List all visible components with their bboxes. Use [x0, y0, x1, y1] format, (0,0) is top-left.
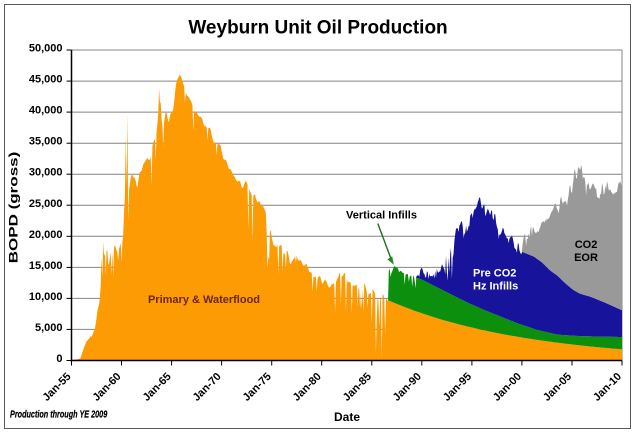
svg-text:Vertical Infills: Vertical Infills — [346, 210, 417, 222]
svg-text:10,000: 10,000 — [29, 291, 63, 303]
svg-text:EOR: EOR — [574, 252, 598, 264]
svg-text:40,000: 40,000 — [29, 105, 63, 117]
svg-text:35,000: 35,000 — [29, 136, 63, 148]
svg-text:25,000: 25,000 — [29, 198, 63, 210]
svg-text:20,000: 20,000 — [29, 229, 63, 241]
svg-text:5,000: 5,000 — [35, 322, 63, 334]
svg-text:15,000: 15,000 — [29, 260, 63, 272]
svg-text:30,000: 30,000 — [29, 167, 63, 179]
svg-text:Date: Date — [334, 410, 360, 424]
svg-text:Hz Infills: Hz Infills — [473, 281, 518, 293]
svg-text:45,000: 45,000 — [29, 74, 63, 86]
svg-text:BOPD (gross): BOPD (gross) — [8, 152, 21, 264]
svg-text:0: 0 — [56, 353, 62, 365]
svg-text:Production through YE 2009: Production through YE 2009 — [10, 408, 107, 420]
svg-text:Weyburn Unit Oil Production: Weyburn Unit Oil Production — [188, 18, 447, 39]
svg-text:Pre CO2: Pre CO2 — [473, 268, 516, 280]
svg-text:50,000: 50,000 — [29, 43, 63, 55]
svg-text:Primary & Waterflood: Primary & Waterflood — [148, 294, 260, 306]
svg-text:CO2: CO2 — [575, 239, 598, 251]
